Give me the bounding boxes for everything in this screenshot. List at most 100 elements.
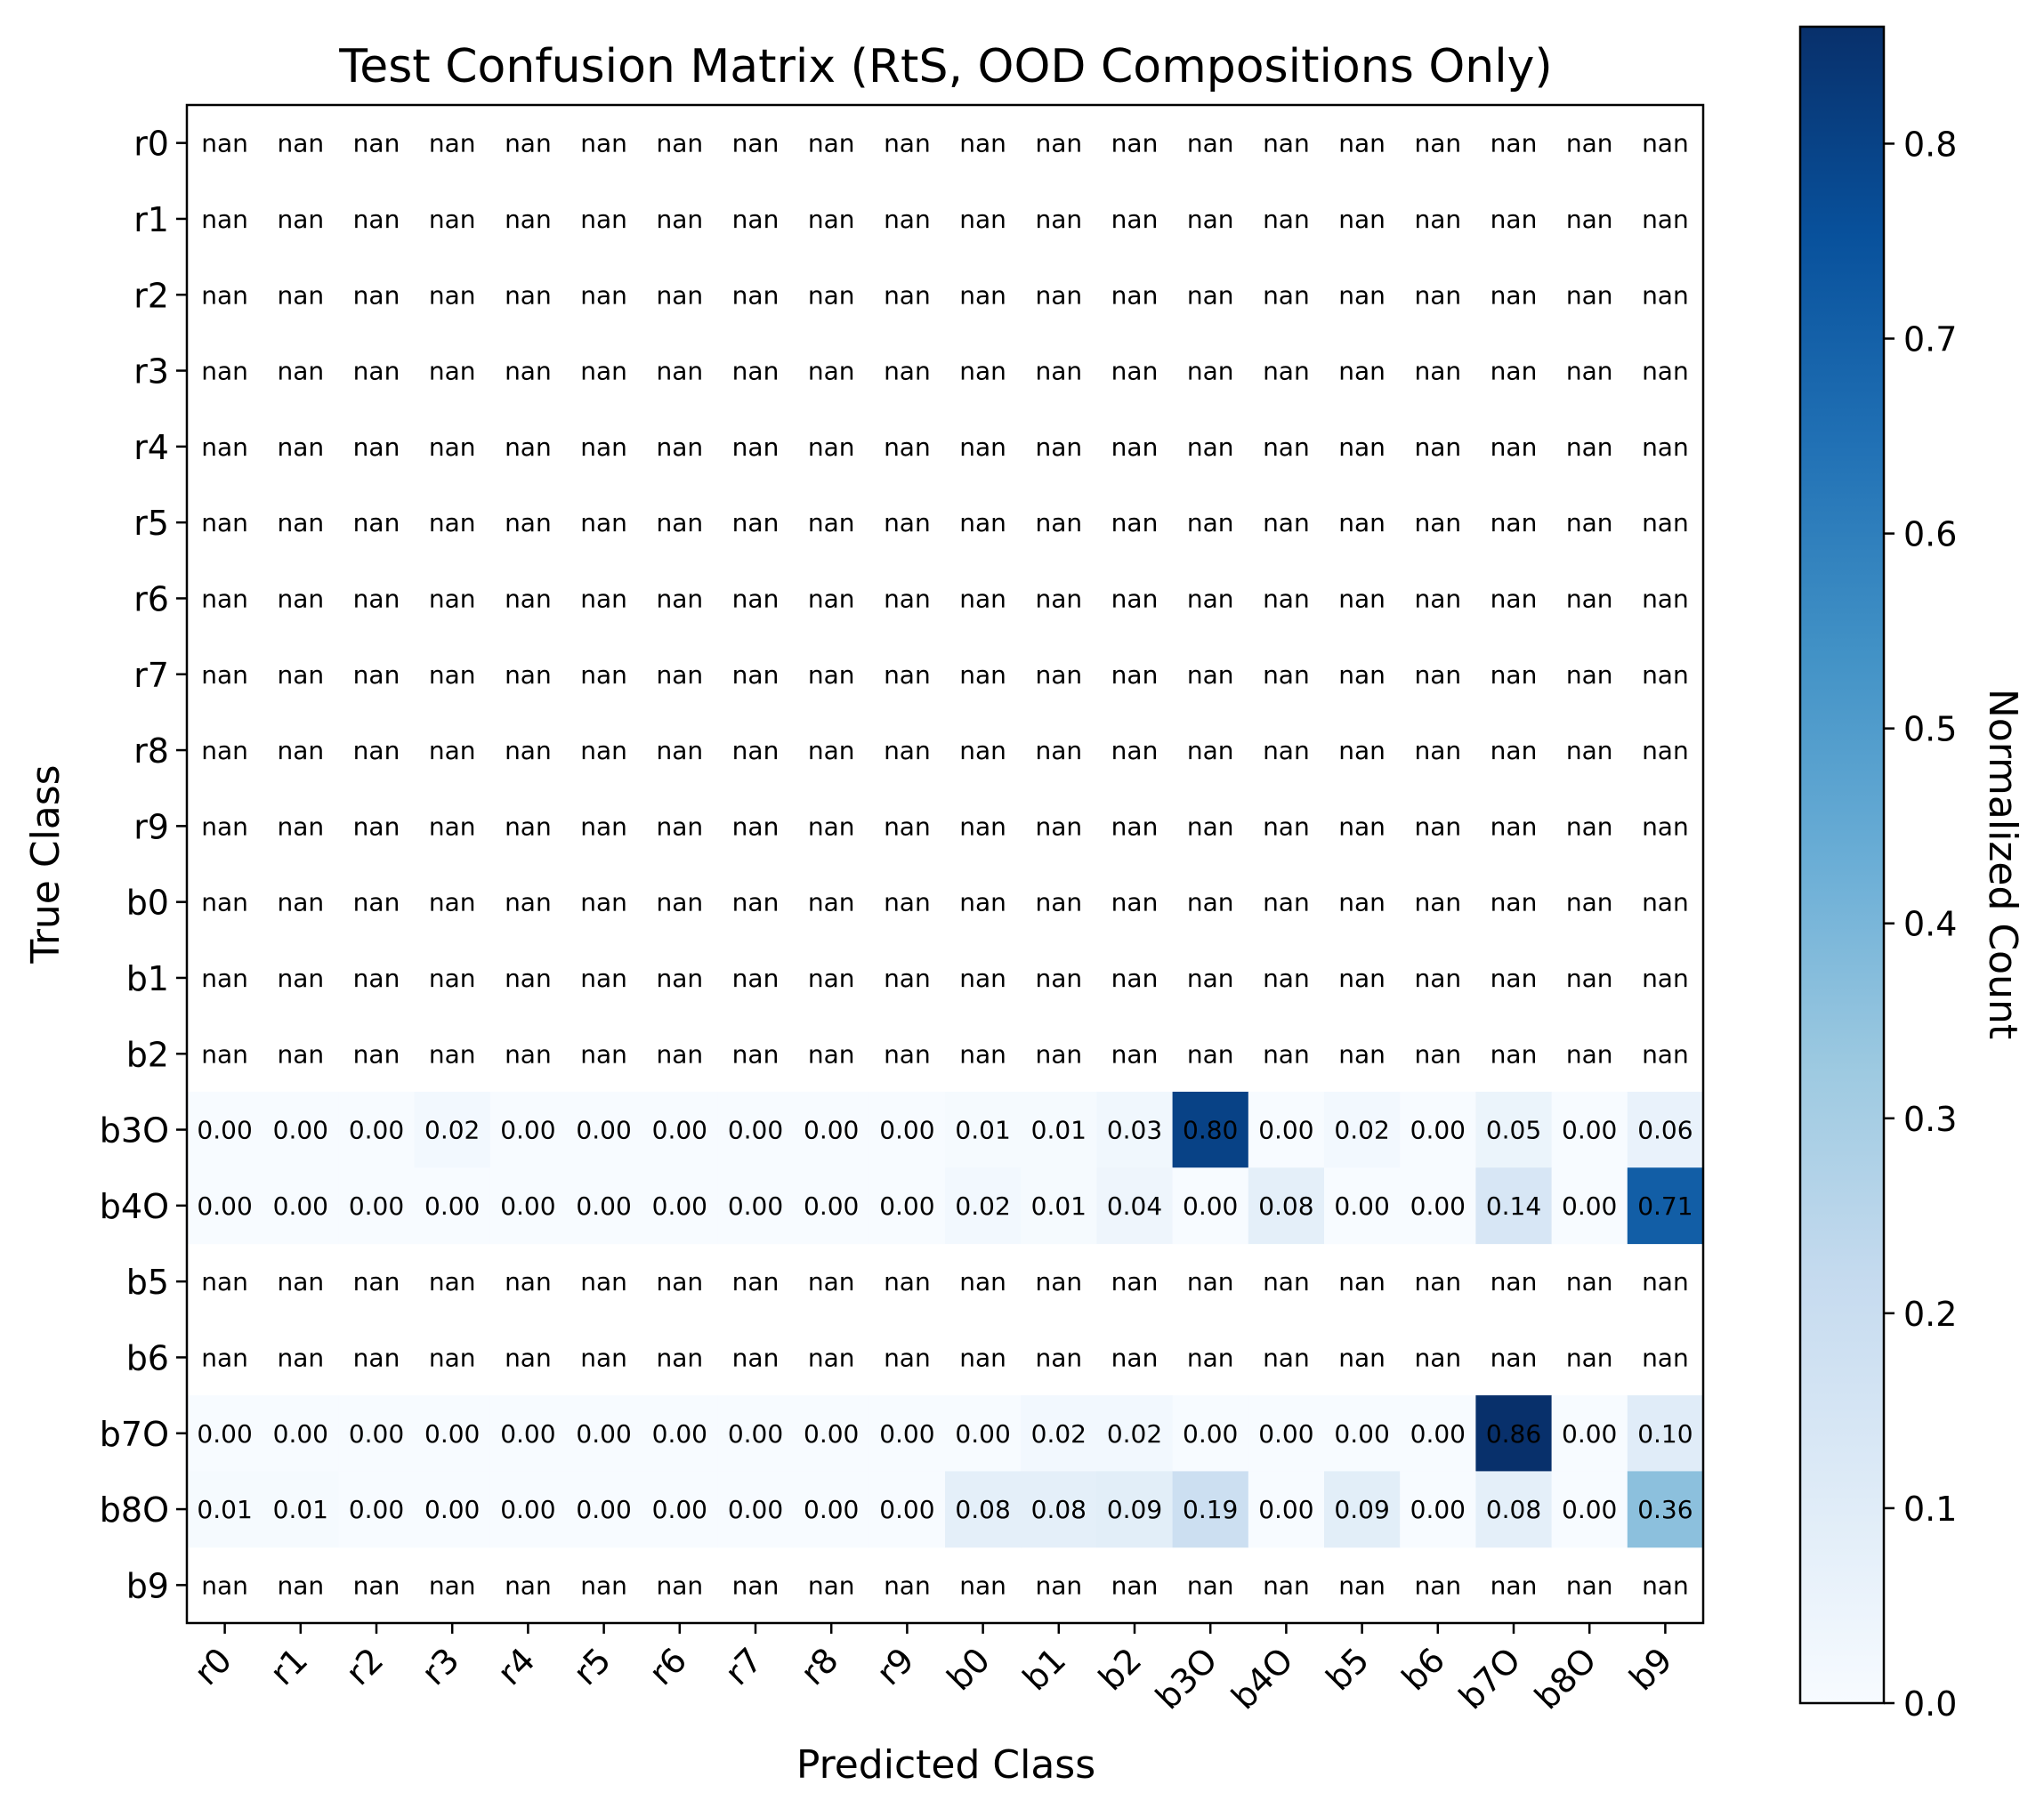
x-tick-label-b3O: b3O: [1148, 1640, 1224, 1716]
cell-label-r5-r7: nan: [732, 508, 780, 537]
cell-label-r8-r1: nan: [277, 736, 324, 765]
cell-b7O-r5: [566, 1395, 642, 1472]
cell-b7O-r7: [717, 1395, 795, 1472]
cell-label-b9-r9: nan: [884, 1571, 931, 1600]
cell-label-r4-r1: nan: [277, 432, 324, 462]
y-tick-label-r7: r7: [133, 656, 169, 695]
cell-label-r0-b6: nan: [1414, 129, 1461, 158]
cell-label-r7-r6: nan: [656, 660, 703, 690]
cell-label-b5-b9: nan: [1642, 1267, 1689, 1296]
x-tick-label-b7O: b7O: [1451, 1640, 1528, 1716]
cell-label-b2-r1: nan: [277, 1039, 324, 1069]
cell-label-r2-b2: nan: [1111, 280, 1159, 310]
cell-label-b5-b3O: nan: [1187, 1267, 1234, 1296]
cell-b7O-b6: [1400, 1395, 1476, 1472]
cell-label-b5-b6: nan: [1414, 1267, 1461, 1296]
cell-label-b6-b1: nan: [1035, 1343, 1082, 1372]
cell-label-r3-r2: nan: [353, 357, 400, 386]
cell-label-b5-r1: nan: [277, 1267, 324, 1296]
cell-label-b7O-r9: 0.00: [879, 1419, 934, 1449]
cell-b4O-b8O: [1551, 1167, 1628, 1245]
cell-label-b3O-b1: 0.01: [1031, 1116, 1087, 1145]
cell-label-b8O-r0: 0.01: [197, 1495, 252, 1524]
cell-label-b0-b4O: nan: [1263, 888, 1310, 917]
cell-label-r1-b6: nan: [1414, 205, 1461, 234]
cell-label-b0-b1: nan: [1035, 888, 1082, 917]
cell-b4O-r6: [642, 1167, 718, 1245]
plot-frame: [185, 103, 1705, 1625]
cell-label-r5-b1: nan: [1035, 508, 1082, 537]
x-tick-label-r3: r3: [414, 1640, 466, 1692]
cell-label-b5-r6: nan: [656, 1267, 703, 1296]
cell-label-b8O-r8: 0.00: [804, 1495, 859, 1524]
cell-label-b9-b9: nan: [1642, 1571, 1689, 1600]
cell-label-r2-r2: nan: [353, 280, 400, 310]
cell-label-b1-b7O: nan: [1491, 964, 1538, 993]
cell-label-b2-r0: nan: [201, 1039, 248, 1069]
cell-label-b3O-b6: 0.00: [1410, 1116, 1466, 1145]
cell-label-b7O-r4: 0.00: [500, 1419, 555, 1449]
cell-label-b8O-b1: 0.08: [1031, 1495, 1087, 1524]
cell-label-r9-b9: nan: [1642, 812, 1689, 841]
cell-label-b5-b1: nan: [1035, 1267, 1082, 1296]
cell-label-r1-r1: nan: [277, 205, 324, 234]
cell-label-r0-r6: nan: [656, 129, 703, 158]
cell-label-b0-r0: nan: [201, 888, 248, 917]
cell-label-r7-r7: nan: [732, 660, 780, 690]
cell-label-r1-b3O: nan: [1187, 205, 1234, 234]
cell-label-b6-b7O: nan: [1491, 1343, 1538, 1372]
cell-b7O-b4O: [1248, 1395, 1325, 1472]
cell-b3O-b9: [1627, 1091, 1704, 1168]
cell-label-b7O-r7: 0.00: [728, 1419, 783, 1449]
cell-label-b9-r5: nan: [580, 1571, 627, 1600]
y-tick-label-r5: r5: [133, 504, 169, 543]
cell-label-b1-r5: nan: [580, 964, 627, 993]
cell-label-b5-b2: nan: [1111, 1267, 1159, 1296]
cell-label-b1-r3: nan: [429, 964, 476, 993]
cell-label-b7O-r8: 0.00: [804, 1419, 859, 1449]
cell-label-b4O-b4O: 0.08: [1258, 1191, 1313, 1221]
y-axis-label: True Class: [23, 764, 69, 964]
cell-label-r0-r0: nan: [201, 129, 248, 158]
cell-label-b3O-b9: 0.06: [1637, 1116, 1693, 1145]
cell-label-b5-b8O: nan: [1566, 1267, 1613, 1296]
cell-label-r8-b3O: nan: [1187, 736, 1234, 765]
cell-label-b7O-r6: 0.00: [652, 1419, 707, 1449]
cell-label-b3O-r3: 0.02: [424, 1116, 480, 1145]
cell-label-r6-r6: nan: [656, 584, 703, 613]
cell-label-b0-r8: nan: [808, 888, 855, 917]
cell-label-b0-b6: nan: [1414, 888, 1461, 917]
y-tick-label-r2: r2: [133, 276, 169, 315]
cell-b7O-b3O: [1172, 1395, 1249, 1472]
cell-b3O-r5: [566, 1091, 642, 1168]
cell-label-r3-r1: nan: [277, 357, 324, 386]
cell-b4O-r9: [868, 1167, 946, 1245]
cell-label-b6-b0: nan: [959, 1343, 1006, 1372]
cell-label-r2-r9: nan: [884, 280, 931, 310]
cell-label-r9-b6: nan: [1414, 812, 1461, 841]
cell-label-r8-b1: nan: [1035, 736, 1082, 765]
cell-b4O-r3: [414, 1167, 491, 1245]
cell-label-b8O-r4: 0.00: [500, 1495, 555, 1524]
cell-label-r9-b4O: nan: [1263, 812, 1310, 841]
cell-label-r4-b9: nan: [1642, 432, 1689, 462]
cell-label-r5-b0: nan: [959, 508, 1006, 537]
cell-label-r9-b3O: nan: [1187, 812, 1234, 841]
cell-label-r8-b0: nan: [959, 736, 1006, 765]
cell-label-b2-r9: nan: [884, 1039, 931, 1069]
cell-label-b6-r2: nan: [353, 1343, 400, 1372]
y-tick-label-b2: b2: [126, 1035, 169, 1074]
cell-label-r6-b3O: nan: [1187, 584, 1234, 613]
cell-label-r5-b9: nan: [1642, 508, 1689, 537]
cell-label-r8-r2: nan: [353, 736, 400, 765]
cell-label-b8O-r7: 0.00: [728, 1495, 783, 1524]
cell-label-b7O-r2: 0.00: [349, 1419, 404, 1449]
cell-label-r7-b5: nan: [1338, 660, 1386, 690]
cell-label-r0-r2: nan: [353, 129, 400, 158]
x-axis-label: Predicted Class: [796, 1742, 1095, 1788]
cell-label-r2-r4: nan: [505, 280, 552, 310]
cell-label-r7-r0: nan: [201, 660, 248, 690]
cell-label-b3O-r0: 0.00: [197, 1116, 252, 1145]
cell-label-b7O-b5: 0.00: [1334, 1419, 1389, 1449]
cell-label-b1-b5: nan: [1338, 964, 1386, 993]
